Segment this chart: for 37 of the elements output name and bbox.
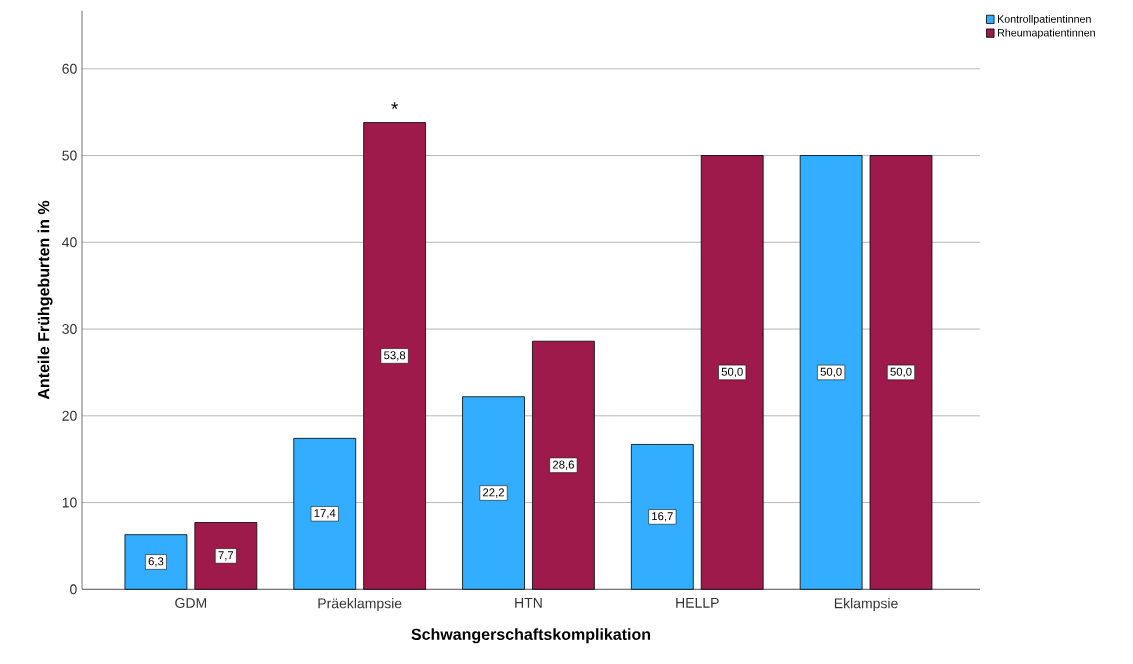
data-label: 6,3 — [148, 557, 164, 567]
x-tick-label: Präeklampsie — [318, 598, 402, 612]
y-tick-label: 20 — [62, 410, 77, 421]
y-tick-label: 60 — [62, 63, 77, 74]
data-label: 22,2 — [483, 488, 504, 498]
bar — [630, 444, 694, 590]
x-tick-label: GDM — [175, 598, 207, 608]
bar — [293, 437, 357, 590]
y-axis-title: Anteile Frühgeburten in % — [37, 200, 53, 400]
bar — [799, 155, 863, 590]
annotation: * — [391, 102, 398, 109]
data-label: 50,0 — [820, 367, 842, 378]
x-tick-label: HTN — [515, 598, 542, 608]
legend-label: Kontrollpatientinnen — [998, 14, 1091, 25]
bar — [700, 155, 764, 590]
x-tick-label: Eklampsie — [834, 598, 898, 612]
bar — [124, 534, 188, 590]
y-tick-label: 50 — [62, 150, 77, 161]
y-tick-label: 10 — [62, 497, 77, 508]
data-label: 53,8 — [384, 351, 406, 361]
bar — [194, 522, 258, 590]
x-tick-label: HELLP — [676, 598, 719, 608]
legend-label: Rheumapatientinnen — [998, 28, 1095, 39]
x-axis-title: Schwangerschaftskomplikation — [411, 628, 651, 644]
bar — [869, 155, 933, 590]
data-label: 28,6 — [552, 460, 574, 470]
y-tick-label: 30 — [62, 324, 77, 335]
data-label: 50,0 — [890, 367, 912, 378]
y-tick-label: 40 — [62, 237, 77, 248]
bar — [363, 122, 426, 590]
data-label: 7,7 — [218, 551, 234, 561]
data-label: 17,4 — [314, 509, 336, 519]
y-tick-label: 0 — [70, 584, 77, 595]
bar — [462, 396, 525, 590]
data-label: 50,0 — [721, 367, 743, 378]
bar — [532, 340, 595, 590]
data-label: 16,7 — [652, 512, 673, 522]
